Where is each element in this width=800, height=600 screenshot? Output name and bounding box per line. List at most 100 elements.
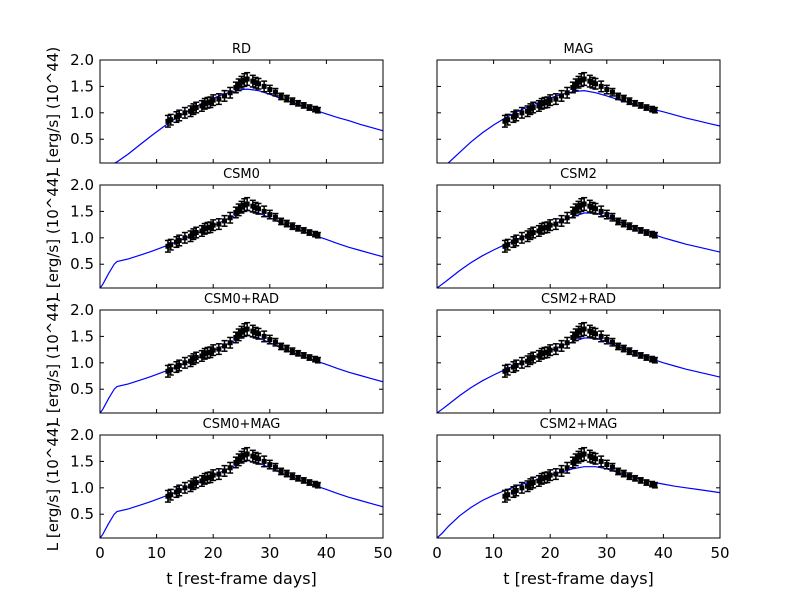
data-point — [581, 71, 588, 87]
y-tick-label: 2.0 — [70, 301, 94, 319]
data-point — [643, 479, 650, 486]
data-point — [221, 339, 228, 352]
model-curve — [100, 459, 383, 538]
data-point — [210, 469, 217, 482]
data-point — [592, 77, 599, 90]
data-point — [227, 336, 234, 349]
data-point — [564, 211, 571, 224]
data-point — [227, 86, 234, 99]
data-point — [620, 469, 627, 478]
x-tick-label: 20 — [541, 544, 560, 562]
data-point — [241, 197, 248, 213]
data-point — [314, 231, 321, 239]
y-tick-label: 1.0 — [70, 479, 94, 497]
panel-title: CSM0+MAG — [203, 417, 281, 432]
data-point — [289, 347, 296, 356]
data-point — [283, 469, 290, 478]
data-point — [651, 356, 658, 364]
data-point — [615, 342, 622, 351]
panel-title: CSM2 — [560, 167, 597, 182]
panel-csm0-plus-rad: 0.5 1.0 1.5 2.0 CSM0+RAD L [erg/s] (10^44) — [44, 292, 384, 426]
panel-mag: MAG — [436, 42, 721, 164]
data-point — [255, 77, 262, 90]
data-point — [578, 322, 585, 338]
data-point — [632, 224, 639, 232]
axes-frame — [436, 59, 721, 164]
data-point — [504, 488, 511, 501]
data-point — [314, 481, 321, 489]
data-point — [210, 219, 217, 232]
data-point — [238, 200, 245, 214]
data-point — [558, 464, 565, 477]
data-point — [295, 99, 302, 107]
data-point — [581, 196, 588, 212]
data-point — [552, 468, 559, 481]
x-tick-label: 30 — [260, 544, 279, 562]
data-point — [289, 222, 296, 231]
data-point — [615, 467, 622, 476]
data-point — [643, 229, 650, 236]
data-point — [176, 234, 183, 247]
y-tick-label: 1.0 — [70, 104, 94, 122]
data-point — [637, 477, 644, 484]
data-point — [513, 484, 520, 497]
y-tick-label: 0.5 — [70, 255, 94, 273]
data-point — [278, 467, 285, 476]
data-point — [564, 461, 571, 474]
panel-title: CSM2+MAG — [540, 417, 618, 432]
panel-title: RD — [232, 42, 251, 57]
data-point — [547, 94, 554, 107]
data-point — [564, 336, 571, 349]
data-point — [255, 327, 262, 340]
model-curve — [437, 337, 720, 413]
data-point — [244, 446, 251, 462]
data-point — [637, 102, 644, 109]
data-point — [530, 351, 537, 364]
data-point — [193, 101, 200, 114]
data-point — [530, 476, 537, 489]
data-point — [255, 452, 262, 465]
data-point — [518, 106, 525, 119]
data-point — [176, 109, 183, 122]
data-point — [581, 321, 588, 337]
data-point — [637, 352, 644, 359]
data-point — [266, 334, 273, 345]
data-point — [504, 113, 511, 126]
data-point — [283, 94, 290, 103]
data-point — [620, 94, 627, 103]
data-point — [176, 484, 183, 497]
data-point — [221, 214, 228, 227]
axes-frame — [436, 184, 721, 289]
data-point — [603, 334, 610, 345]
data-point — [261, 80, 268, 93]
data-point — [261, 205, 268, 218]
data-point — [578, 447, 585, 463]
data-point — [603, 209, 610, 220]
y-tick-label: 1.5 — [70, 452, 94, 470]
y-axis-label: L [erg/s] (10^44) — [44, 172, 62, 302]
data-point — [632, 474, 639, 482]
data-point — [266, 459, 273, 470]
data-point — [181, 106, 188, 119]
data-point — [283, 344, 290, 353]
data-point — [558, 214, 565, 227]
x-tick-label: 50 — [710, 544, 729, 562]
panel-csm0: 0.5 1.0 1.5 2.0 CSM0 L [erg/s] (10^44) — [44, 167, 384, 302]
data-point — [603, 459, 610, 470]
data-point — [244, 71, 251, 87]
data-point — [306, 229, 313, 236]
data-point — [615, 217, 622, 226]
data-point — [637, 227, 644, 234]
data-point — [552, 218, 559, 231]
data-point — [592, 327, 599, 340]
data-point — [300, 227, 307, 234]
panel-title: CSM0 — [223, 167, 260, 182]
x-axis-label: t [rest-frame days] — [166, 569, 317, 588]
data-point — [513, 359, 520, 372]
data-point — [300, 102, 307, 109]
axes-frame — [99, 59, 384, 164]
data-point — [244, 196, 251, 212]
panel-csm0-plus-mag: 0 10 20 30 40 50 0.5 1.0 1.5 2.0 CSM0+MAG L [erg/s]… — [44, 417, 393, 588]
data-point — [306, 479, 313, 486]
